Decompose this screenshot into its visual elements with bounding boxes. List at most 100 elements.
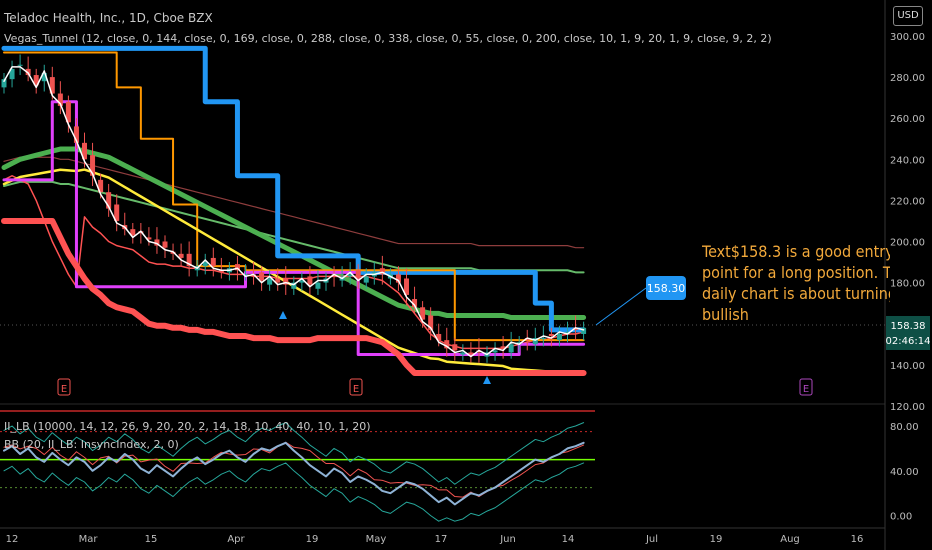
bb-lower-line bbox=[3, 462, 585, 522]
candle-body bbox=[428, 315, 434, 330]
candle-body bbox=[25, 68, 31, 76]
price-tag-box bbox=[646, 276, 686, 300]
candle-body bbox=[331, 274, 337, 277]
candle-body bbox=[565, 331, 570, 334]
annotation-line-1: Text$158.3 is a good entry bbox=[702, 242, 890, 261]
currency-button[interactable]: USD bbox=[893, 6, 923, 26]
time-tick-label: May bbox=[366, 534, 387, 545]
time-tick-label: 15 bbox=[145, 534, 158, 545]
candle-body bbox=[154, 239, 160, 246]
time-tick-label: Apr bbox=[227, 534, 245, 545]
candle-body bbox=[17, 64, 23, 66]
candle-body bbox=[82, 142, 87, 160]
candle-body bbox=[49, 77, 55, 94]
last-price-value: 158.38 bbox=[891, 321, 926, 332]
candle-body bbox=[379, 268, 385, 275]
candle-body bbox=[524, 338, 530, 341]
candle-body bbox=[452, 344, 458, 351]
candle-body bbox=[186, 253, 192, 267]
bb-upper-line bbox=[3, 422, 585, 485]
earnings-box bbox=[799, 378, 813, 396]
ema169-line bbox=[3, 174, 585, 350]
candle-body bbox=[420, 307, 426, 320]
time-tick-label: Jul bbox=[645, 534, 658, 545]
time-tick-label: Aug bbox=[780, 534, 800, 545]
price-tag[interactable]: 158.30 bbox=[595, 276, 686, 326]
time-tick-label: 19 bbox=[306, 534, 319, 545]
candle-body bbox=[412, 299, 418, 308]
price-tick-label: 200.00 bbox=[890, 238, 925, 249]
signal-triangle[interactable] bbox=[483, 376, 491, 384]
candle-body bbox=[404, 278, 409, 295]
earnings-letter: E bbox=[61, 384, 67, 395]
earnings-letter: E bbox=[803, 384, 809, 395]
candle-body bbox=[315, 282, 321, 289]
signal-triangle[interactable] bbox=[279, 311, 287, 319]
ema676-line bbox=[3, 156, 585, 249]
candle-body bbox=[307, 276, 313, 285]
candle-body bbox=[436, 333, 442, 341]
candle-body bbox=[98, 179, 104, 193]
candle-body bbox=[90, 155, 96, 176]
candle-body bbox=[395, 274, 401, 283]
price-tick-label: 260.00 bbox=[890, 114, 925, 125]
insync-index-line bbox=[3, 441, 585, 506]
osc-tick-label: 0.00 bbox=[890, 512, 912, 523]
price-tick-label: 280.00 bbox=[890, 73, 925, 84]
candle-body bbox=[508, 344, 514, 353]
candle-body bbox=[1, 79, 7, 88]
earnings-marker[interactable]: E bbox=[799, 378, 813, 396]
ema338-line bbox=[3, 180, 585, 274]
candle-body bbox=[548, 333, 554, 337]
candle-body bbox=[556, 333, 562, 341]
candle-body bbox=[460, 352, 466, 355]
ema288-line bbox=[1, 146, 587, 321]
price-tick-label: 220.00 bbox=[890, 196, 925, 207]
candle-body bbox=[299, 280, 305, 283]
earnings-box bbox=[349, 378, 363, 396]
candle-body bbox=[178, 253, 184, 258]
candle-body bbox=[532, 338, 538, 345]
candle-body bbox=[573, 327, 579, 330]
candle-body bbox=[468, 352, 474, 355]
osc-tick-label: 80.00 bbox=[890, 422, 919, 433]
candle-body bbox=[267, 278, 273, 285]
vegas-tunnel-legend[interactable]: Vegas_Tunnel (12, close, 0, 144, close, … bbox=[4, 32, 772, 45]
candle-body bbox=[444, 340, 450, 349]
candle-body bbox=[73, 126, 79, 143]
earnings-marker[interactable]: E bbox=[57, 378, 71, 396]
candle-body bbox=[202, 262, 208, 267]
time-tick-label: Jun bbox=[499, 534, 516, 545]
candle-body bbox=[275, 278, 281, 283]
oscillator-legend[interactable]: II_LB (10000, 14, 12, 26, 9, 20, 20, 2, … bbox=[4, 420, 371, 433]
bollinger-legend[interactable]: BB (20, II_LB: InsyncIndex, 2, 0) bbox=[4, 438, 179, 451]
last-price-badge[interactable]: 158.38 02:46:14 bbox=[886, 316, 931, 350]
ema144-band bbox=[1, 217, 587, 377]
candle-body bbox=[291, 282, 297, 289]
candle-body bbox=[9, 68, 15, 80]
candle-body bbox=[65, 101, 71, 123]
candle-body bbox=[162, 241, 168, 248]
price-tick-label: 120.00 bbox=[890, 402, 925, 413]
candle-body bbox=[492, 350, 498, 353]
candle-body bbox=[581, 327, 587, 334]
candle-body bbox=[106, 192, 112, 209]
stair-blue-line bbox=[1, 45, 587, 333]
annotation-line-3: daily chart is about turning bbox=[702, 284, 890, 303]
earnings-marker[interactable]: E bbox=[349, 378, 363, 396]
earnings-letter: E bbox=[353, 384, 359, 395]
candle-body bbox=[516, 342, 522, 345]
annotation-line-4: bullish bbox=[702, 305, 749, 324]
candle-body bbox=[33, 75, 39, 86]
candle-body bbox=[363, 276, 369, 283]
price-tick-label: 300.00 bbox=[890, 32, 925, 43]
candle-body bbox=[283, 278, 289, 285]
trade-annotation[interactable]: Text$158.3 is a good entry point for a l… bbox=[702, 241, 890, 331]
time-tick-label: 14 bbox=[562, 534, 575, 545]
time-tick-label: 12 bbox=[6, 534, 19, 545]
candle-body bbox=[146, 237, 152, 240]
candle-body bbox=[218, 270, 224, 273]
price-tick-label: 180.00 bbox=[890, 279, 925, 290]
last-price-box bbox=[886, 316, 930, 350]
